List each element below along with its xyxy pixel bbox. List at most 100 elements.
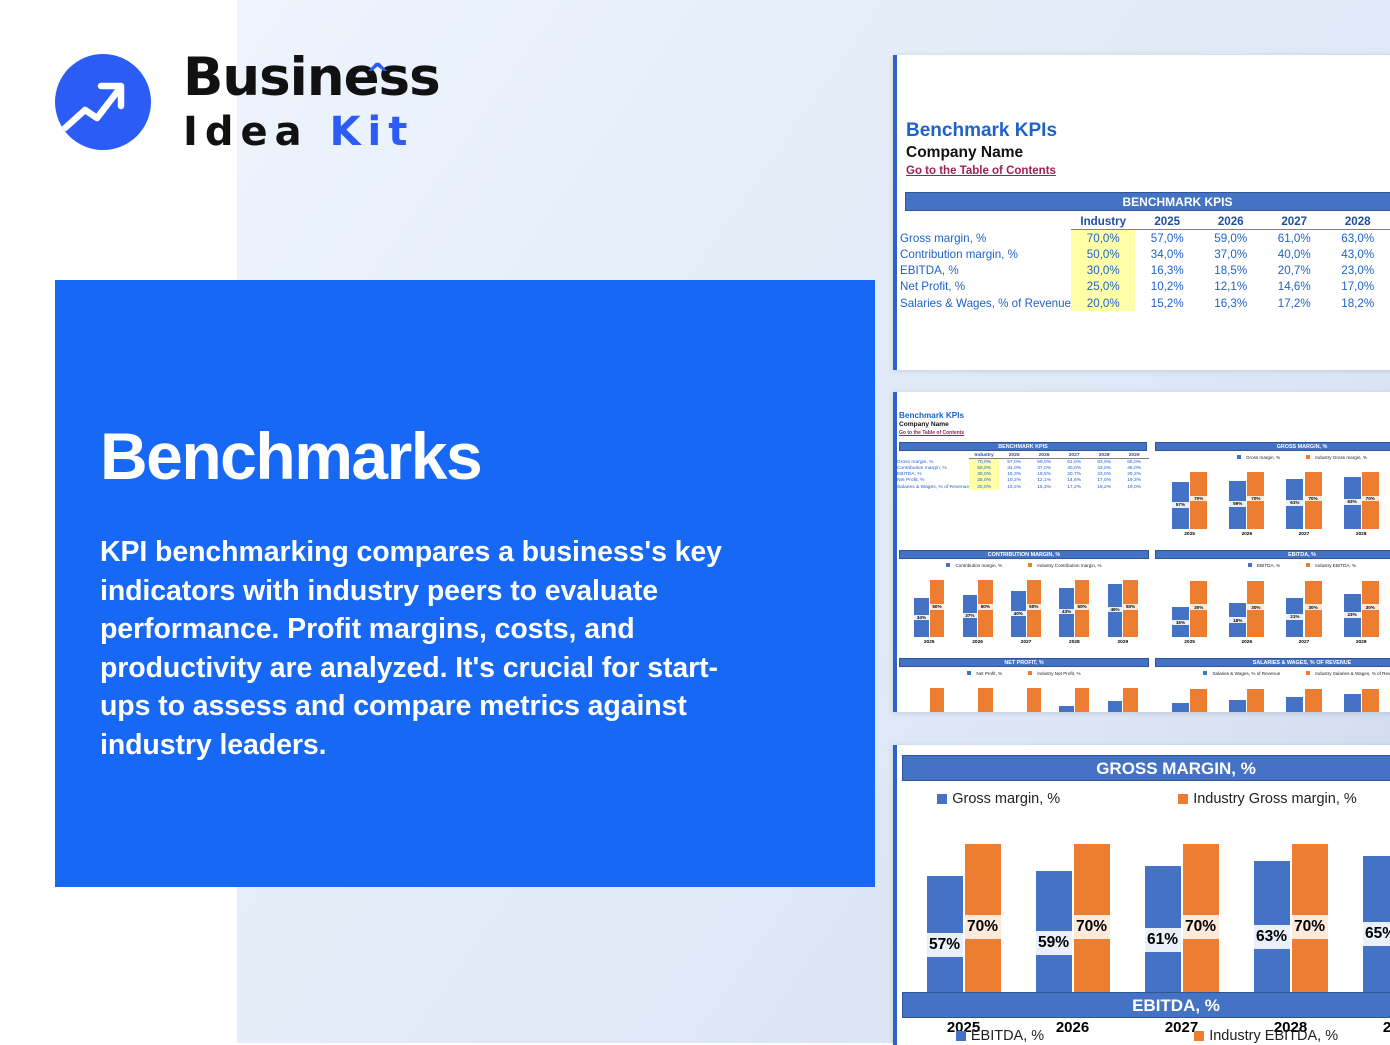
bar-data-label: 34% — [914, 615, 929, 621]
bar-data-label: 70% — [965, 915, 1001, 939]
kpi-col-header: 2026 — [1029, 452, 1059, 459]
bar-data-label: 70% — [1305, 496, 1322, 502]
kpi-row-label: Gross margin, % — [893, 459, 969, 466]
brand-wordmark: ^ Business Idea Kit — [183, 48, 453, 160]
kpi-col-header: 2028 — [1089, 452, 1119, 459]
dashboard-company-name: Company Name — [899, 421, 949, 428]
dashboard-toc-link[interactable]: Go to the Table of Contents — [899, 430, 964, 436]
x-axis-category: 2025 — [1161, 640, 1218, 645]
kpi-industry-value: 20,0% — [969, 484, 999, 490]
bar-company — [1172, 703, 1189, 712]
bar-data-label: 57% — [1172, 502, 1189, 508]
legend-label: Gross margin, % — [1246, 455, 1280, 460]
kpi-year-value: 18,5% — [1199, 263, 1263, 279]
legend-label: EBITDA, % — [1257, 563, 1280, 568]
chart-contribution-margin-mini[interactable]: CONTRIBUTION MARGIN, %Contribution margi… — [899, 550, 1149, 650]
kpi-year-value: 61,0% — [1262, 230, 1326, 247]
bar-data-label: 50% — [1123, 604, 1138, 610]
table-of-contents-link[interactable]: Go to the Table of Contents — [906, 165, 1056, 177]
kpi-row-label: Net Profit, % — [893, 279, 1071, 295]
gross-margin-chart-card[interactable]: GROSS MARGIN, % Gross margin, %Industry … — [893, 745, 1390, 1045]
bar-data-label: 30% — [1305, 604, 1322, 610]
legend-swatch-blue — [1248, 563, 1252, 567]
kpi-year-value: 14,6% — [1262, 279, 1326, 295]
kpi-industry-value: 50,0% — [1071, 246, 1135, 262]
legend-label: EBITDA, % — [971, 1028, 1044, 1044]
x-axis-category: 2025 — [905, 640, 953, 645]
bar-industry — [1305, 689, 1322, 712]
kpi-year-value: 63,0% — [1326, 230, 1390, 247]
bar-industry — [1027, 688, 1042, 712]
legend-label: Industry Contribution margin, % — [1037, 563, 1101, 568]
chart-net-profit-mini[interactable]: NET PROFIT, %Net Profit, %Industry Net P… — [899, 658, 1149, 712]
kpi-year-value: 12,1% — [1199, 279, 1263, 295]
gross-margin-chart-title: GROSS MARGIN, % — [902, 755, 1390, 781]
chart-ebitda-mini[interactable]: EBITDA, %EBITDA, %Industry EBITDA, %16%3… — [1155, 550, 1390, 650]
kpi-year-value: 19,0% — [1119, 484, 1149, 490]
x-axis-category: 2026 — [953, 640, 1001, 645]
bar-data-label: 70% — [1074, 915, 1110, 939]
bar-company — [1059, 706, 1074, 712]
dashboard-title: Benchmark KPIs — [899, 411, 964, 420]
benchmark-dashboard-card[interactable]: Benchmark KPIs Company Name Go to the Ta… — [893, 392, 1390, 712]
bar-data-label: 30% — [1362, 604, 1379, 610]
legend-item-company: Gross margin, % — [937, 791, 1060, 807]
kpi-year-value: 16,3% — [1029, 484, 1059, 490]
bar-data-label: 50% — [978, 604, 993, 610]
brand-line2-dark: Idea — [183, 109, 330, 155]
kpi-col-header: Industry — [969, 452, 999, 459]
bar-company — [1229, 700, 1246, 712]
legend-swatch-orange — [1306, 671, 1310, 675]
dashboard-kpi-band: BENCHMARK KPIS — [899, 442, 1147, 451]
circumflex-accent-icon: ^ — [365, 46, 389, 106]
bar-data-label: 43% — [1059, 609, 1074, 615]
legend-label: Contribution margin, % — [955, 563, 1002, 568]
benchmark-kpi-sheet-card[interactable]: Benchmark KPIs Company Name Go to the Ta… — [893, 55, 1390, 370]
kpi-year-value: 37,0% — [1199, 246, 1263, 262]
kpi-year-value: 65,0% — [1119, 459, 1149, 466]
x-axis-category: 2027 — [1002, 640, 1050, 645]
mini-chart-title: SALARIES & WAGES, % OF REVENUE — [1155, 658, 1390, 667]
legend-swatch-blue — [937, 794, 947, 804]
legend-item-company: EBITDA, % — [956, 1028, 1044, 1044]
kpi-col-header: 2027 — [1262, 213, 1326, 230]
mini-chart-title: EBITDA, % — [1155, 550, 1390, 559]
legend-item-company: EBITDA, % — [1248, 563, 1280, 568]
kpi-row-label: Contribution margin, % — [893, 246, 1071, 262]
kpi-year-value: 40,0% — [1262, 246, 1326, 262]
table-row: Contribution margin, %50,0%34,0%37,0%40,… — [893, 246, 1390, 262]
ebitda-chart-legend: EBITDA, %Industry EBITDA, % — [902, 1026, 1390, 1045]
mini-chart-legend: Gross margin, % Industry Gross margin, % — [1155, 453, 1390, 461]
kpi-year-value: 18,2% — [1326, 295, 1390, 311]
bar-industry — [1362, 689, 1379, 712]
legend-label: Industry Gross margin, % — [1315, 455, 1367, 460]
chart-gross-margin-mini[interactable]: GROSS MARGIN, % Gross margin, % Industry G… — [1155, 442, 1390, 542]
kpi-year-value: 20,7% — [1262, 263, 1326, 279]
kpi-col-header: 2025 — [1135, 213, 1199, 230]
legend-swatch-orange — [1306, 455, 1310, 459]
legend-swatch-blue — [956, 1031, 966, 1041]
mini-chart-title: GROSS MARGIN, % — [1155, 442, 1390, 451]
mini-chart-legend: Contribution margin, % Industry Contribut… — [899, 561, 1149, 569]
bar-data-label: 61% — [1286, 500, 1303, 506]
kpi-row-label: Salaries & Wages, % of Revenue — [893, 484, 969, 490]
bar-data-label: 37% — [963, 613, 978, 619]
kpi-year-value: 57,0% — [1135, 230, 1199, 247]
x-axis-category: 2029 — [1099, 640, 1147, 645]
page-title: Benchmarks — [100, 420, 481, 492]
kpi-year-value: 23,0% — [1326, 263, 1390, 279]
legend-swatch-blue — [967, 671, 971, 675]
kpi-year-value: 63,0% — [1089, 459, 1119, 466]
kpi-industry-value: 70,0% — [969, 459, 999, 466]
bar-data-label: 50% — [1027, 604, 1042, 610]
bar-data-label: 18% — [1229, 617, 1246, 623]
bar-data-label: 70% — [1362, 496, 1379, 502]
legend-label: Industry Net Profit, % — [1037, 671, 1080, 676]
kpi-year-value: 17,0% — [1326, 279, 1390, 295]
